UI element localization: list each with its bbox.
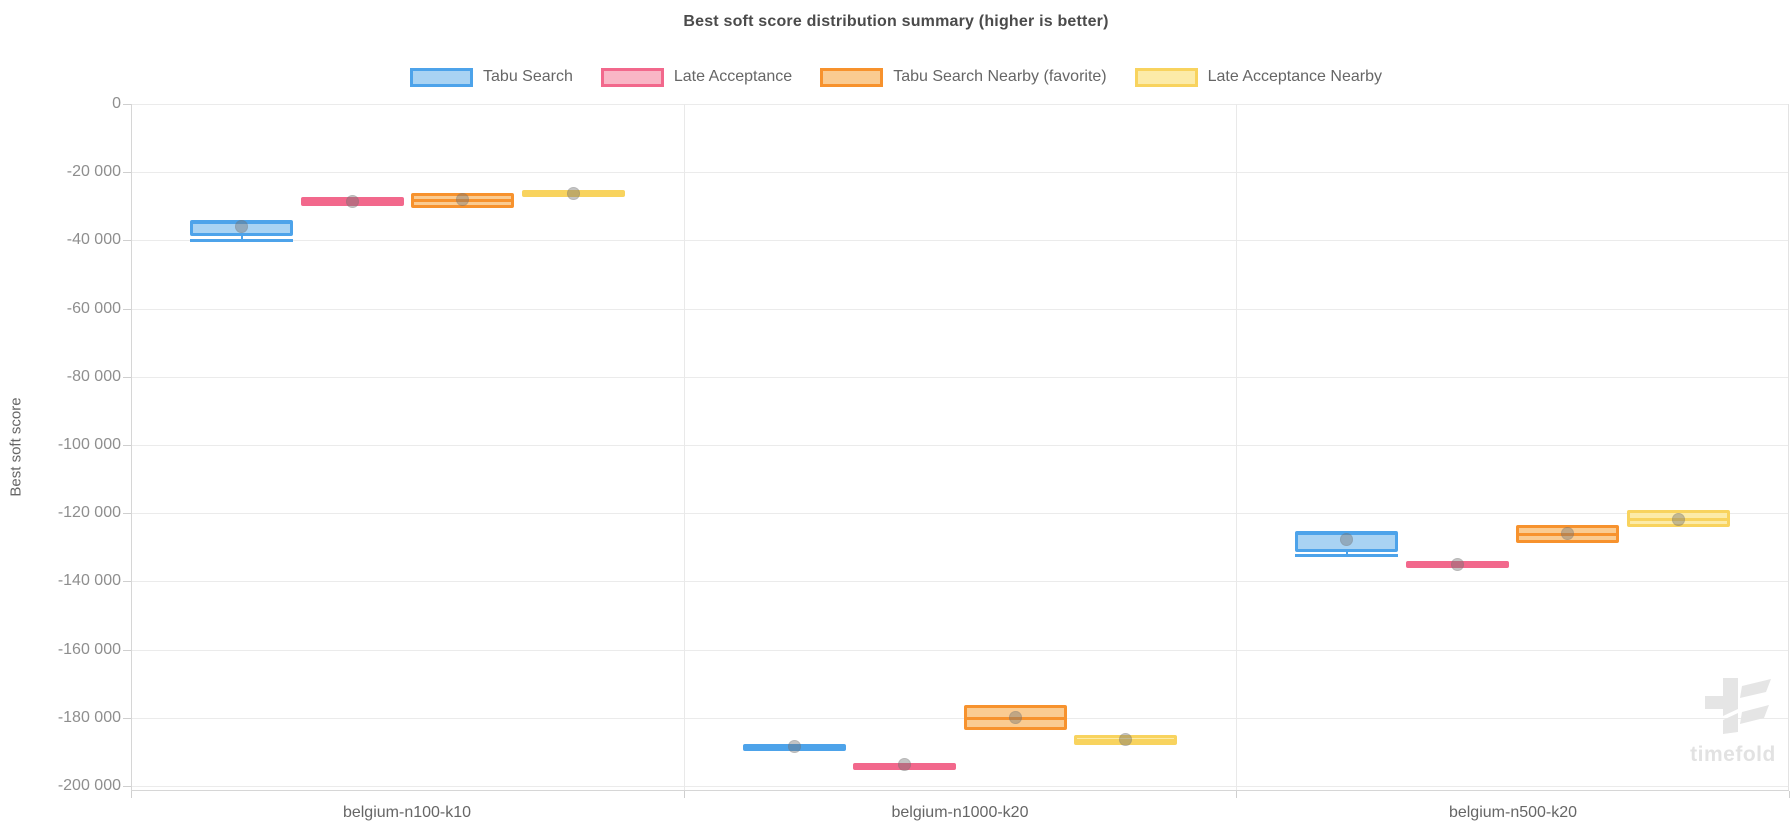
y-tick-mark: [123, 650, 131, 651]
legend-swatch-late-acceptance: [600, 67, 664, 87]
legend-item-tabu-search-nearby-favorite[interactable]: Tabu Search Nearby (favorite): [820, 67, 1107, 87]
category-label-belgium-n500-k20: belgium-n500-k20: [1448, 804, 1578, 821]
panel-separator: [684, 104, 685, 790]
y-gridline: [131, 786, 1789, 787]
legend-label-late-acceptance: Late Acceptance: [673, 68, 793, 85]
y-tick-mark: [123, 377, 131, 378]
y-tick-mark: [123, 718, 131, 719]
category-label-belgium-n1000-k20: belgium-n1000-k20: [891, 804, 1029, 821]
legend-label-late-acceptance-nearby: Late Acceptance Nearby: [1207, 68, 1382, 85]
mean-dot-tabu-search-nearby-favorite-belgium-n500-k20: [1561, 527, 1574, 540]
median-line-late-acceptance-belgium-n100-k10: [304, 200, 401, 203]
mean-dot-late-acceptance-nearby-belgium-n1000-k20: [1119, 733, 1132, 746]
whisker-stem-tabu-search-belgium-n500-k20: [1346, 552, 1348, 555]
mean-dot-tabu-search-belgium-n100-k10: [235, 220, 248, 233]
median-line-tabu-search-belgium-n100-k10: [193, 221, 290, 224]
median-line-tabu-search-nearby-favorite-belgium-n100-k10: [414, 199, 511, 202]
timefold-logo-text: timefold: [1690, 743, 1776, 766]
y-gridline: [131, 445, 1789, 446]
y-tick-label: 0: [112, 95, 121, 112]
y-tick-mark: [123, 309, 131, 310]
legend-item-late-acceptance-nearby[interactable]: Late Acceptance Nearby: [1134, 67, 1382, 87]
timefold-logo: timefold: [1678, 676, 1788, 767]
median-line-late-acceptance-belgium-n500-k20: [1409, 563, 1506, 566]
median-line-late-acceptance-nearby-belgium-n100-k10: [525, 192, 622, 195]
timefold-logo-icon: [1705, 678, 1771, 734]
legend-swatch-late-acceptance-nearby: [1134, 67, 1198, 87]
category-label-belgium-n100-k10: belgium-n100-k10: [342, 804, 472, 821]
y-tick-mark: [123, 445, 131, 446]
median-line-tabu-search-belgium-n1000-k20: [746, 745, 843, 748]
y-axis-line: [131, 104, 132, 790]
y-gridline: [131, 718, 1789, 719]
whisker-cap-tabu-search-belgium-n500-k20: [1295, 554, 1398, 557]
y-gridline: [131, 104, 1789, 105]
y-tick-label: -160 000: [57, 641, 121, 658]
legend-label-tabu-search: Tabu Search: [483, 68, 573, 85]
y-tick-mark: [123, 172, 131, 173]
mean-dot-late-acceptance-nearby-belgium-n500-k20: [1672, 513, 1685, 526]
median-line-tabu-search-nearby-favorite-belgium-n1000-k20: [967, 717, 1064, 720]
panel-separator: [1236, 104, 1237, 790]
y-tick-label: -100 000: [57, 436, 121, 453]
y-gridline: [131, 377, 1789, 378]
y-gridline: [131, 172, 1789, 173]
median-line-late-acceptance-belgium-n1000-k20: [856, 764, 953, 767]
y-tick-label: -20 000: [66, 163, 121, 180]
y-tick-mark: [123, 240, 131, 241]
x-tick-mark: [684, 791, 685, 798]
mean-dot-tabu-search-belgium-n500-k20: [1340, 533, 1353, 546]
y-gridline: [131, 513, 1789, 514]
chart-title: Best soft score distribution summary (hi…: [683, 13, 1109, 30]
mean-dot-tabu-search-belgium-n1000-k20: [788, 740, 801, 753]
legend-label-tabu-search-nearby-favorite: Tabu Search Nearby (favorite): [893, 68, 1107, 85]
median-line-tabu-search-nearby-favorite-belgium-n500-k20: [1519, 533, 1616, 536]
y-tick-label: -80 000: [66, 368, 121, 385]
median-line-late-acceptance-nearby-belgium-n1000-k20: [1077, 739, 1174, 742]
legend-item-late-acceptance[interactable]: Late Acceptance: [600, 67, 793, 87]
legend-item-tabu-search[interactable]: Tabu Search: [410, 67, 573, 87]
y-gridline: [131, 240, 1789, 241]
mean-dot-late-acceptance-belgium-n1000-k20: [898, 758, 911, 771]
mean-dot-late-acceptance-belgium-n100-k10: [346, 195, 359, 208]
mean-dot-tabu-search-nearby-favorite-belgium-n1000-k20: [1009, 711, 1022, 724]
mean-dot-tabu-search-nearby-favorite-belgium-n100-k10: [456, 193, 469, 206]
y-tick-label: -140 000: [57, 572, 121, 589]
median-line-late-acceptance-nearby-belgium-n500-k20: [1630, 518, 1727, 521]
y-gridline: [131, 309, 1789, 310]
y-tick-label: -200 000: [57, 777, 121, 794]
y-tick-mark: [123, 786, 131, 787]
legend: Tabu Search Late Acceptance Tabu Search Ne…: [0, 64, 1792, 90]
y-tick-label: -60 000: [66, 300, 121, 317]
x-tick-mark: [131, 791, 132, 798]
y-tick-label: -180 000: [57, 709, 121, 726]
mean-dot-late-acceptance-nearby-belgium-n100-k10: [567, 187, 580, 200]
y-tick-mark: [123, 581, 131, 582]
y-tick-label: -40 000: [66, 231, 121, 248]
legend-swatch-tabu-search-nearby-favorite: [820, 67, 884, 87]
y-tick-mark: [123, 513, 131, 514]
whisker-cap-tabu-search-belgium-n100-k10: [190, 239, 293, 242]
y-gridline: [131, 650, 1789, 651]
median-line-tabu-search-belgium-n500-k20: [1298, 532, 1395, 535]
y-tick-label: -120 000: [57, 504, 121, 521]
y-tick-mark: [123, 104, 131, 105]
plot-right-border: [1788, 104, 1789, 790]
x-tick-mark: [1789, 791, 1790, 798]
legend-swatch-tabu-search: [410, 67, 474, 87]
y-gridline: [131, 581, 1789, 582]
x-axis-line: [131, 790, 1789, 791]
whisker-stem-tabu-search-belgium-n100-k10: [241, 236, 243, 240]
x-tick-mark: [1236, 791, 1237, 798]
mean-dot-late-acceptance-belgium-n500-k20: [1451, 558, 1464, 571]
